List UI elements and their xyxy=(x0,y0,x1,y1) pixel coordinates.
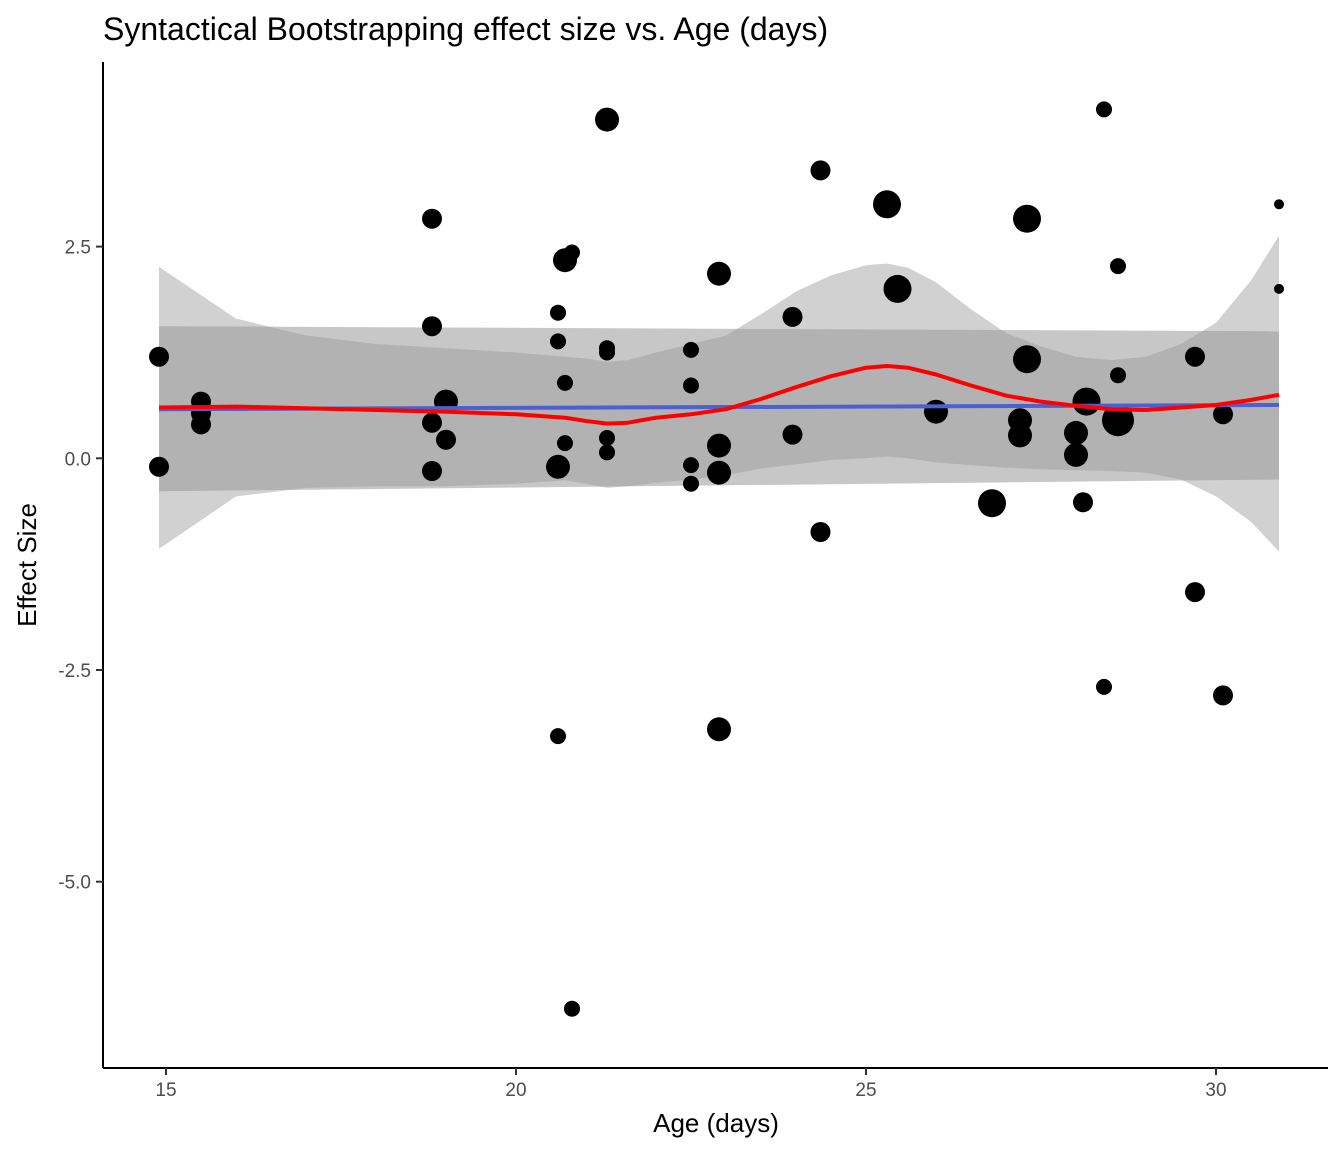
data-point xyxy=(707,261,731,286)
data-point xyxy=(707,717,731,742)
chart-title: Syntactical Bootstrapping effect size vs… xyxy=(103,11,828,47)
data-point xyxy=(550,333,566,350)
data-point xyxy=(422,461,442,481)
data-point xyxy=(883,274,912,303)
data-point xyxy=(1274,283,1284,294)
data-point xyxy=(1073,492,1093,513)
data-point xyxy=(149,346,169,367)
x-tick-label: 25 xyxy=(855,1080,876,1101)
data-point xyxy=(436,429,456,450)
x-tick-label: 20 xyxy=(505,1080,526,1101)
data-point xyxy=(873,190,901,219)
data-point xyxy=(924,399,948,424)
data-point xyxy=(1110,258,1126,275)
y-tick-label: -2.5 xyxy=(58,661,91,682)
data-point xyxy=(1072,387,1101,416)
data-point xyxy=(550,728,566,745)
x-tick-label: 30 xyxy=(1205,1080,1226,1101)
data-point xyxy=(1185,582,1205,603)
y-axis-ticks: -5.0 -2.5 0.0 2.5 xyxy=(58,238,103,894)
y-axis-label: Effect Size xyxy=(12,503,42,627)
data-point xyxy=(1185,346,1205,367)
data-point xyxy=(810,160,831,181)
data-point xyxy=(1096,678,1112,695)
data-point xyxy=(683,341,699,358)
data-point xyxy=(1096,101,1112,118)
x-axis-ticks: 15 20 25 30 xyxy=(155,1068,1227,1101)
y-tick-label: -5.0 xyxy=(58,873,91,894)
data-point xyxy=(707,433,731,458)
data-point xyxy=(1013,204,1041,233)
data-point xyxy=(599,344,615,361)
loess-fit-line xyxy=(158,364,1280,426)
data-point xyxy=(557,435,573,452)
x-axis-label: Age (days) xyxy=(653,1108,779,1138)
data-points xyxy=(149,101,1284,1017)
data-point xyxy=(1213,685,1233,706)
data-point xyxy=(422,316,442,337)
data-point xyxy=(683,475,699,492)
y-tick-label: 0.0 xyxy=(65,449,91,470)
data-point xyxy=(557,374,573,391)
data-point xyxy=(978,489,1006,518)
data-point xyxy=(683,377,699,394)
y-tick-label: 2.5 xyxy=(65,238,91,259)
data-point xyxy=(564,1000,580,1017)
data-point xyxy=(1110,367,1126,384)
data-point xyxy=(595,107,619,132)
data-point xyxy=(1008,423,1032,448)
data-point xyxy=(683,457,699,474)
data-point xyxy=(564,244,580,261)
data-point xyxy=(550,304,566,321)
fit-lines xyxy=(158,364,1280,426)
data-point xyxy=(422,208,442,229)
data-point xyxy=(1213,404,1233,425)
data-point xyxy=(599,430,615,446)
data-point xyxy=(422,412,442,433)
data-point xyxy=(191,414,211,435)
data-point xyxy=(810,522,831,542)
data-point xyxy=(1064,420,1088,445)
data-point xyxy=(149,456,169,477)
data-point xyxy=(546,454,570,479)
data-point xyxy=(1102,404,1134,437)
data-point xyxy=(1013,345,1041,374)
data-point xyxy=(1274,199,1284,210)
data-point xyxy=(707,460,731,485)
x-tick-label: 15 xyxy=(155,1080,176,1101)
data-point xyxy=(1064,442,1088,467)
data-point xyxy=(782,306,803,327)
data-point xyxy=(599,444,615,461)
data-point xyxy=(782,424,803,445)
